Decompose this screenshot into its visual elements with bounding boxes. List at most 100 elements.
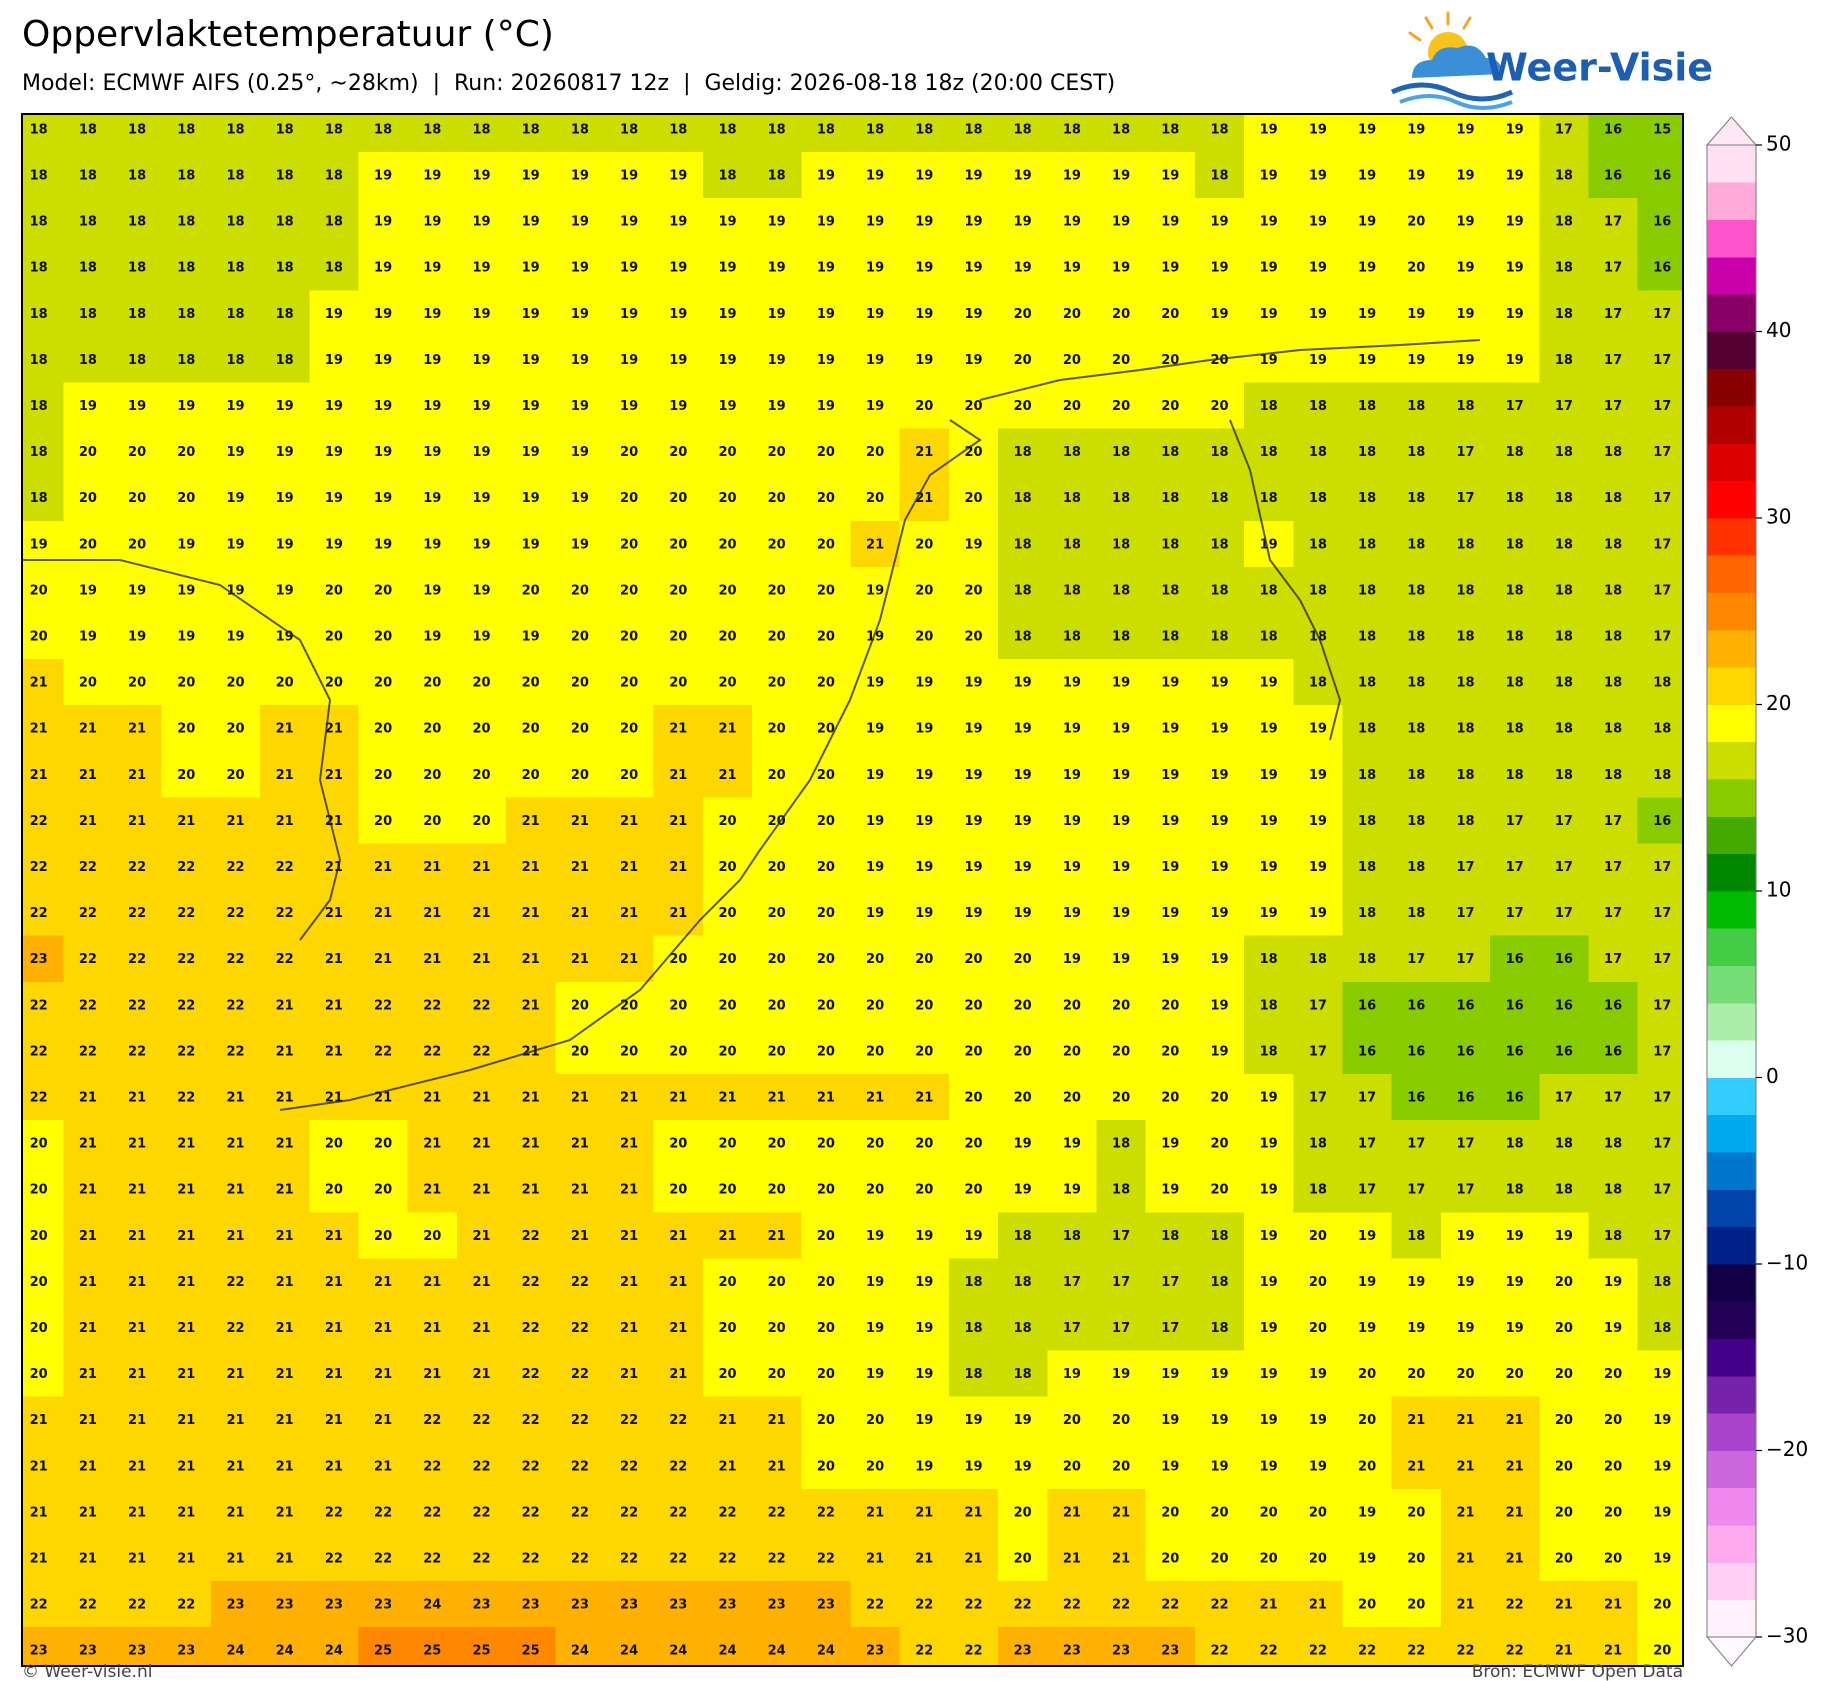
temperature-value: 18 <box>1014 1229 1032 1244</box>
temperature-value: 21 <box>374 1275 392 1290</box>
temperature-cell <box>260 659 310 706</box>
temperature-cell <box>456 382 507 430</box>
temperature-cell <box>456 797 507 844</box>
temperature-value: 19 <box>1112 1367 1130 1382</box>
temperature-cell <box>63 1627 113 1666</box>
temperature-value: 18 <box>30 215 48 230</box>
temperature-cell <box>63 114 113 153</box>
temperature-cell <box>850 1534 901 1582</box>
temperature-cell <box>801 1396 851 1444</box>
temperature-value: 20 <box>817 952 835 967</box>
temperature-cell <box>1637 1627 1683 1666</box>
temperature-cell <box>22 1350 64 1398</box>
temperature-value: 22 <box>571 1367 589 1382</box>
temperature-cell <box>1047 1442 1097 1490</box>
temperature-value: 18 <box>1309 445 1327 460</box>
temperature-cell <box>63 1120 113 1167</box>
temperature-cell <box>1440 1166 1491 1213</box>
temperature-cell <box>998 566 1048 614</box>
temperature-cell <box>1096 244 1147 291</box>
temperature-cell <box>63 336 113 383</box>
temperature-cell <box>210 1304 261 1352</box>
temperature-value: 20 <box>1161 1044 1179 1059</box>
temperature-cell <box>22 1073 64 1121</box>
temperature-value: 20 <box>817 1137 835 1152</box>
temperature-cell <box>506 1627 556 1666</box>
temperature-cell <box>407 1581 458 1628</box>
temperature-value: 22 <box>620 1459 638 1474</box>
temperature-value: 18 <box>1063 1229 1081 1244</box>
temperature-value: 18 <box>1309 583 1327 598</box>
temperature-cell <box>1047 1120 1097 1167</box>
temperature-value: 19 <box>226 537 244 552</box>
temperature-value: 20 <box>669 445 687 460</box>
temperature-cell <box>752 612 802 660</box>
temperature-value: 19 <box>1456 261 1474 276</box>
temperature-cell <box>358 797 409 844</box>
temperature-cell <box>1293 935 1343 983</box>
temperature-cell <box>358 1120 409 1167</box>
temperature-value: 20 <box>915 1183 933 1198</box>
temperature-value: 19 <box>964 1413 982 1428</box>
temperature-value: 19 <box>1112 768 1130 783</box>
temperature-cell <box>1637 428 1683 476</box>
colorbar-segment <box>1707 1487 1756 1526</box>
temperature-value: 19 <box>1161 1459 1179 1474</box>
temperature-cell <box>1391 382 1442 430</box>
temperature-value: 19 <box>1112 952 1130 967</box>
temperature-cell <box>1539 1534 1589 1582</box>
temperature-cell <box>1293 843 1343 891</box>
temperature-value: 19 <box>1260 768 1278 783</box>
temperature-value: 21 <box>964 1552 982 1567</box>
temperature-cell <box>998 1166 1048 1213</box>
temperature-value: 21 <box>226 1229 244 1244</box>
temperature-value: 21 <box>522 906 540 921</box>
temperature-value: 20 <box>571 583 589 598</box>
temperature-value: 20 <box>669 583 687 598</box>
temperature-cell <box>1244 1350 1294 1398</box>
temperature-cell <box>1047 1581 1097 1628</box>
temperature-value: 21 <box>571 906 589 921</box>
temperature-value: 20 <box>866 1044 884 1059</box>
temperature-value: 16 <box>1456 1044 1474 1059</box>
temperature-value: 19 <box>1260 307 1278 322</box>
temperature-value: 18 <box>1112 1137 1130 1152</box>
temperature-cell <box>210 659 261 706</box>
temperature-value: 20 <box>620 998 638 1013</box>
temperature-cell <box>112 981 163 1029</box>
temperature-value: 18 <box>1506 1183 1524 1198</box>
temperature-cell <box>210 705 261 752</box>
temperature-cell <box>161 1258 212 1305</box>
temperature-value: 19 <box>1063 261 1081 276</box>
temperature-cell <box>604 751 655 798</box>
temperature-cell <box>899 751 950 798</box>
temperature-cell <box>309 336 359 383</box>
temperature-cell <box>1490 889 1540 937</box>
temperature-cell <box>22 1258 64 1305</box>
temperature-value: 18 <box>1309 952 1327 967</box>
temperature-value: 22 <box>374 1505 392 1520</box>
temperature-cell <box>801 1258 851 1305</box>
temperature-value: 19 <box>620 169 638 184</box>
temperature-cell <box>801 1350 851 1398</box>
temperature-cell <box>1244 1258 1294 1305</box>
temperature-value: 17 <box>1604 860 1622 875</box>
temperature-value: 16 <box>1456 1091 1474 1106</box>
temperature-value: 19 <box>1260 353 1278 368</box>
temperature-value: 21 <box>866 1552 884 1567</box>
temperature-cell <box>702 198 753 245</box>
temperature-value: 22 <box>30 906 48 921</box>
temperature-value: 19 <box>325 353 343 368</box>
temperature-value: 19 <box>1358 1229 1376 1244</box>
temperature-cell <box>555 151 605 199</box>
temperature-cell <box>1194 1396 1245 1444</box>
temperature-cell <box>948 1350 999 1398</box>
temperature-cell <box>210 1534 261 1582</box>
temperature-value: 17 <box>1604 814 1622 829</box>
temperature-value: 19 <box>1653 1505 1671 1520</box>
temperature-value: 21 <box>620 860 638 875</box>
temperature-cell <box>1244 382 1294 430</box>
temperature-value: 17 <box>1604 261 1622 276</box>
temperature-value: 19 <box>522 630 540 645</box>
